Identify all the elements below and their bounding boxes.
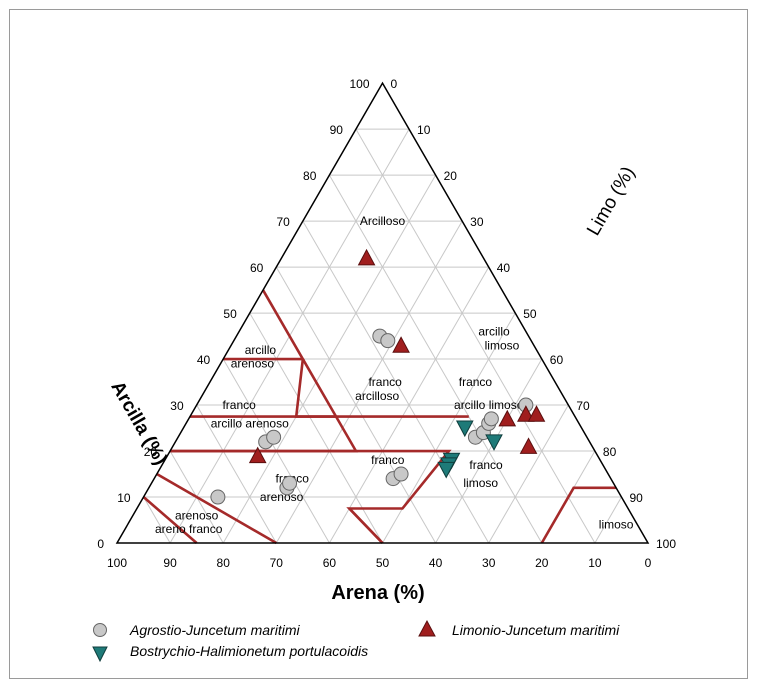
class-label: arenoso	[231, 357, 275, 371]
arena-tick-label: 50	[376, 556, 390, 570]
grid-line	[355, 128, 596, 544]
limo-tick-label: 20	[444, 169, 458, 183]
arena-tick-label: 90	[163, 556, 177, 570]
grid-line	[435, 358, 543, 544]
legend-marker-triangle-down	[92, 646, 108, 663]
class-label: limoso	[599, 518, 634, 532]
grid-line	[143, 496, 171, 544]
class-label: franco	[368, 375, 402, 389]
grid-line	[249, 312, 383, 544]
legend-label-agrostio: Agrostio-Juncetum maritimi	[129, 622, 300, 638]
arena-tick-label: 30	[482, 556, 496, 570]
limonio-point	[357, 248, 376, 266]
limonio-point	[498, 409, 517, 427]
class-label: limoso	[485, 338, 520, 352]
legend-label-bostrychio: Bostrychio-Halimionetum portulacoidis	[130, 643, 368, 659]
limonio-point	[392, 336, 410, 353]
arcilla-tick-label: 10	[117, 491, 131, 505]
limo-tick-label: 10	[417, 123, 431, 137]
bostrychio-point	[455, 420, 474, 438]
legend-marker-triangle-up	[418, 619, 436, 637]
grid-line	[594, 496, 622, 544]
class-label: areno franco	[155, 522, 223, 536]
arcilla-tick-label: 30	[170, 399, 184, 413]
limo-tick-label: 80	[603, 445, 617, 459]
limo-tick-label: 60	[550, 353, 564, 367]
arena-tick-label: 10	[588, 556, 602, 570]
arcilla-tick-label: 80	[303, 169, 317, 183]
class-label: arcillo	[245, 343, 277, 357]
class-boundary-line	[142, 496, 198, 544]
class-boundary-line	[540, 486, 617, 544]
limo-tick-label: 100	[656, 537, 676, 551]
limo-tick-label: 50	[523, 307, 537, 321]
arena-tick-label: 0	[645, 556, 652, 570]
legend: Agrostio-Juncetum maritimi Limonio-Junce…	[92, 619, 620, 663]
legend-label-limonio: Limonio-Juncetum maritimi	[452, 622, 620, 638]
limo-tick-label: 0	[391, 77, 398, 91]
arcilla-tick-label: 70	[276, 215, 290, 229]
arena-tick-label: 40	[429, 556, 443, 570]
limo-tick-label: 90	[629, 491, 643, 505]
arcilla-tick-label: 50	[223, 307, 237, 321]
arcilla-tick-label: 90	[330, 123, 344, 137]
axis-ticks: 100 90 80 70 60 50 40 30 20 10 0010203040506070809…	[97, 77, 676, 570]
arena-tick-label: 20	[535, 556, 549, 570]
grid-line	[196, 404, 277, 544]
agrostio-point	[210, 489, 226, 505]
texture-class-labels: Arcillosoarcillolimosoarcilloarenosofran…	[155, 214, 634, 536]
texture-class-boundaries	[142, 289, 617, 545]
agrostio-point	[380, 333, 396, 349]
limo-tick-label: 40	[497, 261, 511, 275]
triangle-outline	[115, 81, 650, 544]
grid-line	[302, 220, 490, 544]
agrostio-point	[266, 429, 282, 445]
class-label: arenoso	[260, 490, 304, 504]
bostrychio-point	[437, 461, 456, 479]
limonio-point	[527, 405, 546, 422]
limonio-point	[517, 405, 535, 422]
class-label: franco	[222, 398, 256, 412]
class-label: franco	[371, 453, 405, 467]
limo-tick-label: 30	[470, 215, 484, 229]
arcilla-tick-label: 0	[97, 537, 104, 551]
arena-tick-label: 100	[107, 556, 127, 570]
class-label: franco	[459, 375, 493, 389]
arcilla-tick-label: 60	[250, 261, 264, 275]
arena-tick-label: 60	[323, 556, 337, 570]
bostrychio-point	[485, 434, 503, 451]
arcilla-tick-label: 20	[144, 445, 158, 459]
limonio-point	[248, 446, 267, 464]
arena-tick-label: 80	[217, 556, 231, 570]
agrostio-point	[282, 475, 298, 491]
class-label: franco	[469, 458, 503, 472]
class-label: arcilloso	[355, 389, 399, 403]
class-label: arenoso	[175, 508, 219, 522]
class-label: arcillo	[478, 324, 510, 338]
agrostio-point	[393, 466, 409, 482]
class-boundary-line	[156, 472, 277, 545]
agrostio-point	[483, 411, 499, 427]
class-label: limoso	[463, 476, 498, 490]
class-label: arcillo arenoso	[211, 416, 289, 430]
class-label: Arcilloso	[360, 214, 406, 228]
grid-line	[275, 220, 463, 544]
limo-tick-label: 70	[576, 399, 590, 413]
legend-marker-circle	[93, 623, 107, 637]
arena-tick-label: 70	[270, 556, 284, 570]
arcilla-tick-label: 100	[349, 77, 369, 91]
limonio-point	[519, 437, 538, 454]
arcilla-axis-label: Arcilla (%)	[106, 378, 171, 469]
data-points	[210, 248, 546, 505]
class-label: arcillo limoso	[454, 398, 524, 412]
class-boundary-line	[348, 507, 384, 544]
limo-axis-label: Limo (%)	[583, 163, 639, 239]
arcilla-tick-label: 40	[197, 353, 211, 367]
grid-line	[488, 404, 569, 544]
chart-frame	[9, 9, 748, 679]
arena-axis-label: Arena (%)	[331, 582, 424, 604]
